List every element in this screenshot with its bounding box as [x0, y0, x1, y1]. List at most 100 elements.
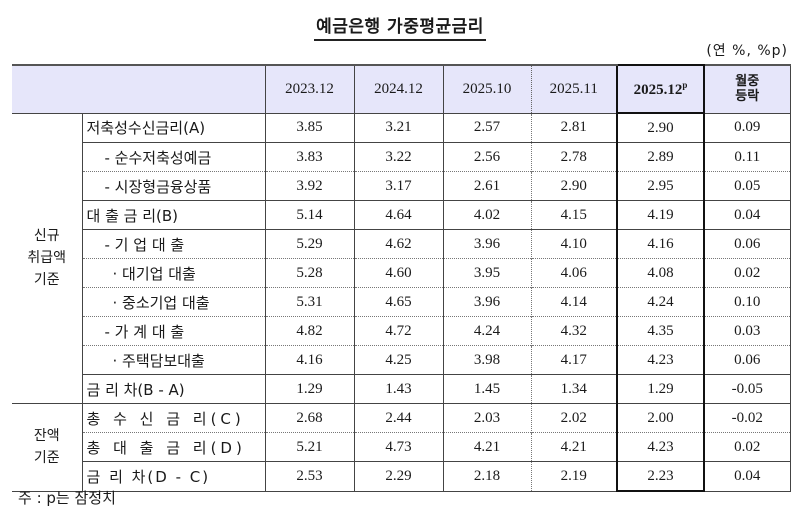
group-new-line3: 기준: [33, 272, 60, 289]
header-col-2025-12: 2025.12p: [616, 64, 705, 114]
row-label: · 주택담보대출: [82, 345, 266, 375]
table-row: - 순수저축성예금 3.83 3.22 2.56 2.78 2.89 0.11: [12, 142, 791, 172]
header-col-2025-10: 2025.10: [443, 64, 532, 114]
cell: 2.81: [531, 112, 618, 143]
cell: 4.17: [531, 345, 618, 375]
cell: 2.29: [354, 461, 444, 492]
cell: 4.32: [531, 316, 618, 346]
cell: 3.92: [265, 171, 355, 201]
row-label: 저축성수신금리(A): [82, 112, 266, 143]
cell: 4.02: [443, 200, 532, 230]
cell: 0.02: [704, 432, 791, 462]
cell: 3.85: [265, 112, 355, 143]
cell: 1.29: [265, 374, 355, 404]
table-row: - 시장형금융상품 3.92 3.17 2.61 2.90 2.95 0.05: [12, 171, 791, 201]
cell: 4.15: [531, 200, 618, 230]
cell: 4.24: [443, 316, 532, 346]
cell: 2.19: [531, 461, 618, 492]
provisional-mark: p: [682, 79, 688, 90]
cell: 4.72: [354, 316, 444, 346]
header-col-monthly-change: 월중 등락: [704, 64, 791, 114]
group-new-line1: 신규: [33, 228, 60, 245]
unit-label: (연 %, %p): [706, 43, 788, 59]
group-new-line2: 취급액: [27, 250, 67, 267]
change-line2: 등락: [735, 89, 760, 105]
cell: 2.57: [443, 112, 532, 143]
cell: 2.23: [616, 461, 705, 492]
cell: 0.09: [704, 112, 791, 143]
cell: 2.53: [265, 461, 355, 492]
cell: 4.14: [531, 287, 618, 317]
cell: 0.06: [704, 229, 791, 259]
cell: 3.83: [265, 142, 355, 172]
cell: 4.65: [354, 287, 444, 317]
row-label: 대 출 금 리(B): [82, 200, 266, 230]
row-label: · 대기업 대출: [82, 258, 266, 288]
table-row: 금 리 차(B - A) 1.29 1.43 1.45 1.34 1.29 -0…: [12, 374, 791, 404]
row-label: - 기 업 대 출: [82, 229, 266, 259]
cell: 2.00: [616, 403, 705, 433]
cell: 4.25: [354, 345, 444, 375]
cell: 4.60: [354, 258, 444, 288]
table-row: · 중소기업 대출 5.31 4.65 3.96 4.14 4.24 0.10: [12, 287, 791, 317]
header-corner: [12, 64, 266, 114]
cell: 3.95: [443, 258, 532, 288]
table-row: - 가 계 대 출 4.82 4.72 4.24 4.32 4.35 0.03: [12, 316, 791, 346]
change-line1: 월중: [735, 74, 760, 90]
footnote: 주 : p는 잠정치: [18, 489, 116, 507]
group-balance-line1: 잔액: [33, 428, 60, 445]
cell: 0.10: [704, 287, 791, 317]
cell: -0.02: [704, 403, 791, 433]
cell: 0.02: [704, 258, 791, 288]
cell: 3.96: [443, 287, 532, 317]
cell: 4.10: [531, 229, 618, 259]
row-label: 금 리 차(D - C): [82, 461, 266, 492]
cell: 4.23: [616, 432, 705, 462]
cell: 3.98: [443, 345, 532, 375]
cell: 5.28: [265, 258, 355, 288]
cell: 2.68: [265, 403, 355, 433]
cell: 4.23: [616, 345, 705, 375]
cell: 4.16: [616, 229, 705, 259]
cell: 4.35: [616, 316, 705, 346]
cell: 4.21: [531, 432, 618, 462]
cell: 1.43: [354, 374, 444, 404]
cell: 2.61: [443, 171, 532, 201]
cell: 2.02: [531, 403, 618, 433]
table-row: · 대기업 대출 5.28 4.60 3.95 4.06 4.08 0.02: [12, 258, 791, 288]
cell: 2.90: [616, 112, 705, 143]
cell: 4.24: [616, 287, 705, 317]
cell: 4.62: [354, 229, 444, 259]
cell: 4.21: [443, 432, 532, 462]
table-title: 예금은행 가중평균금리: [0, 12, 800, 41]
cell: 1.34: [531, 374, 618, 404]
table-row: · 주택담보대출 4.16 4.25 3.98 4.17 4.23 0.06: [12, 345, 791, 375]
cell: 4.06: [531, 258, 618, 288]
interest-rate-table: 2023.12 2024.12 2025.10 2025.11 2025.12p…: [12, 64, 791, 492]
row-label: - 가 계 대 출: [82, 316, 266, 346]
cell: 2.56: [443, 142, 532, 172]
cell: 2.44: [354, 403, 444, 433]
row-label: · 중소기업 대출: [82, 287, 266, 317]
cell: 4.64: [354, 200, 444, 230]
header-col-2025-12-text: 2025.12: [633, 81, 683, 98]
cell: 4.73: [354, 432, 444, 462]
cell: 2.95: [616, 171, 705, 201]
header-row: 2023.12 2024.12 2025.10 2025.11 2025.12p…: [12, 64, 791, 114]
cell: 4.19: [616, 200, 705, 230]
table-row: 잔액 기준 총 수 신 금 리(C) 2.68 2.44 2.03 2.02 2.…: [12, 403, 791, 492]
row-label: 금 리 차(B - A): [82, 374, 266, 404]
cell: 3.96: [443, 229, 532, 259]
cell: 2.18: [443, 461, 532, 492]
cell: 5.31: [265, 287, 355, 317]
title-text: 예금은행 가중평균금리: [314, 17, 486, 41]
cell: 2.03: [443, 403, 532, 433]
cell: 2.78: [531, 142, 618, 172]
cell: 0.04: [704, 200, 791, 230]
row-label: - 시장형금융상품: [82, 171, 266, 201]
cell: 1.29: [616, 374, 705, 404]
cell: 4.08: [616, 258, 705, 288]
group-balance-line2: 기준: [33, 450, 60, 467]
